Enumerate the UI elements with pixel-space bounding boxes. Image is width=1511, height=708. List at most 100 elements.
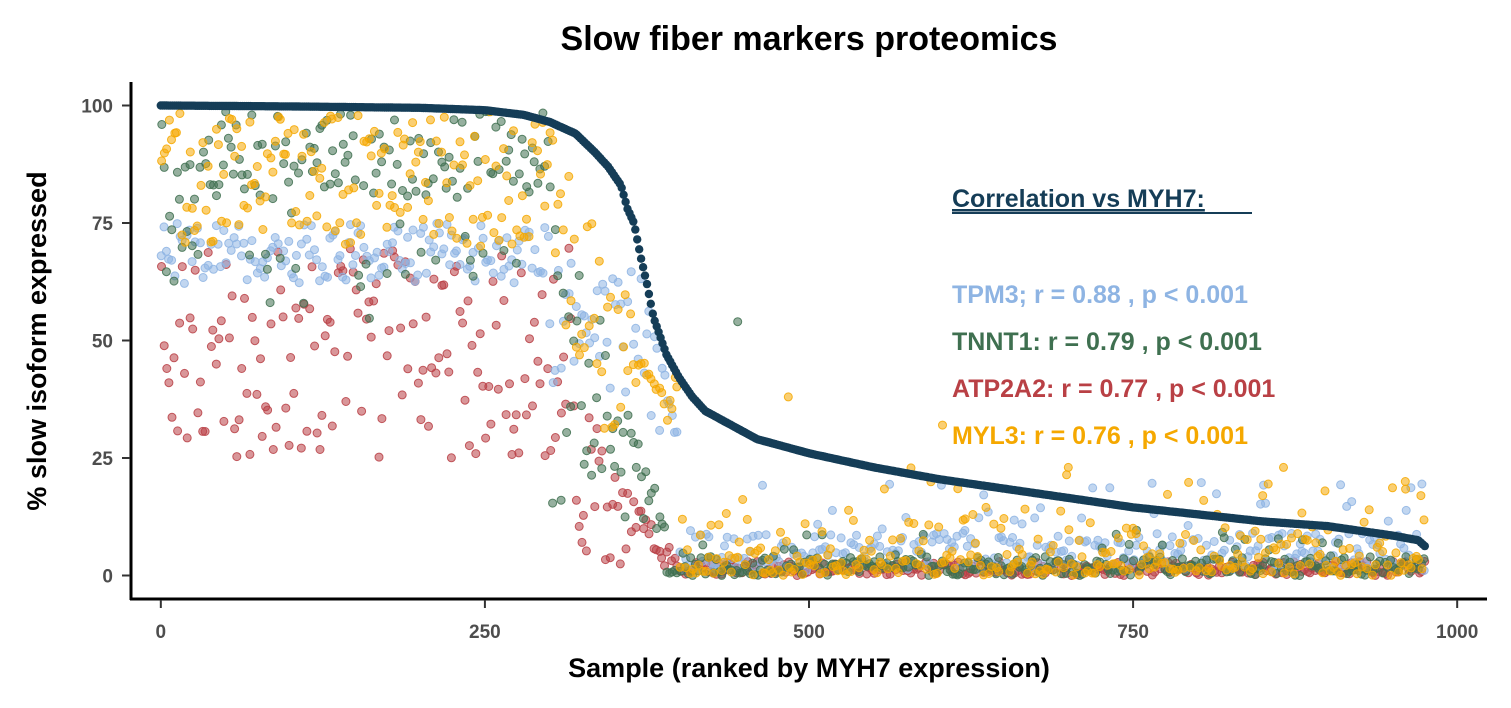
point-tnnt1: [517, 134, 527, 144]
point-atp2a2: [574, 521, 584, 531]
point-myl3: [564, 171, 574, 181]
point-myl3: [346, 238, 355, 248]
y-tick-label: 25: [92, 449, 114, 470]
point-myl3: [866, 546, 876, 556]
point-myl3: [859, 545, 869, 555]
point-atp2a2: [307, 262, 317, 272]
point-myl3: [1069, 570, 1079, 580]
point-myl3: [1336, 570, 1346, 580]
point-myl3: [918, 536, 928, 546]
point-myl3: [556, 189, 565, 199]
point-myl3: [1113, 533, 1123, 543]
x-tick-label: 750: [1117, 622, 1149, 643]
point-tpm3: [1059, 546, 1069, 556]
point-tnnt1: [1333, 538, 1343, 548]
point-myl3: [187, 203, 197, 213]
point-tpm3: [273, 239, 283, 249]
myh7-reference-series: [156, 101, 1430, 551]
point-myl3: [426, 115, 435, 125]
point-myl3: [1400, 477, 1410, 486]
point-atp2a2: [559, 352, 569, 362]
point-myl3: [542, 160, 552, 170]
point-myl3: [1261, 548, 1270, 558]
point-tpm3: [1088, 483, 1098, 493]
point-atp2a2: [631, 522, 641, 532]
point-atp2a2: [516, 268, 526, 278]
point-tnnt1: [190, 194, 199, 204]
point-tpm3: [686, 526, 695, 536]
point-tpm3: [642, 329, 652, 339]
point-myl3: [219, 169, 229, 179]
point-tpm3: [445, 260, 455, 270]
point-tpm3: [1082, 536, 1092, 546]
point-myl3: [694, 560, 703, 570]
point-tnnt1: [548, 498, 558, 508]
point-myl3: [888, 535, 898, 545]
point-tpm3: [626, 267, 636, 277]
x-tick-label: 1000: [1436, 622, 1478, 643]
point-myl3: [610, 420, 620, 429]
point-myl3: [1220, 523, 1230, 533]
point-tpm3: [341, 275, 351, 285]
point-tnnt1: [1157, 540, 1167, 550]
point-myl3: [349, 183, 359, 193]
point-tnnt1: [473, 156, 483, 166]
point-atp2a2: [271, 422, 281, 432]
point-tpm3: [810, 532, 820, 542]
point-myl3: [885, 551, 895, 561]
point-atp2a2: [193, 408, 203, 418]
point-tnnt1: [226, 142, 236, 152]
point-tpm3: [826, 530, 836, 540]
point-tnnt1: [275, 253, 285, 263]
point-atp2a2: [396, 323, 406, 333]
point-myl3: [352, 218, 361, 228]
point-myl3: [712, 554, 721, 564]
point-atp2a2: [664, 542, 674, 552]
point-myl3: [1056, 506, 1066, 516]
point-myl3: [232, 124, 242, 134]
point-tpm3: [704, 532, 714, 542]
point-tpm3: [566, 258, 576, 268]
point-myl3: [566, 296, 576, 306]
point-tnnt1: [686, 553, 696, 563]
point-myl3: [1388, 483, 1397, 493]
point-myl3: [372, 200, 382, 210]
point-atp2a2: [581, 546, 591, 556]
point-myl3: [1090, 568, 1099, 578]
point-atp2a2: [256, 354, 265, 364]
point-tpm3: [486, 256, 496, 266]
point-tpm3: [260, 272, 270, 282]
point-atp2a2: [571, 495, 581, 505]
point-atp2a2: [357, 406, 367, 416]
point-tnnt1: [733, 317, 743, 327]
point-atp2a2: [546, 446, 556, 455]
point-atp2a2: [473, 367, 483, 377]
point-myl3: [1124, 565, 1134, 574]
point-myl3: [1137, 560, 1146, 570]
point-myl3: [854, 563, 864, 573]
point-myl3: [1175, 538, 1185, 548]
point-myl3: [1155, 549, 1165, 559]
point-myl3: [709, 568, 719, 578]
point-myl3: [431, 136, 441, 146]
point-myl3: [212, 124, 221, 134]
point-myl3: [776, 527, 785, 537]
point-tpm3: [167, 255, 177, 265]
point-atp2a2: [263, 405, 273, 415]
point-tpm3: [631, 323, 641, 333]
point-tnnt1: [631, 462, 641, 472]
point-myl3: [366, 151, 376, 161]
point-myl3: [171, 128, 181, 138]
point-myl3: [364, 134, 374, 144]
point-tnnt1: [1339, 553, 1349, 563]
x-tick-label: 0: [156, 622, 167, 643]
point-tpm3: [852, 530, 861, 540]
point-myl3: [738, 495, 748, 504]
point-tpm3: [284, 236, 294, 246]
point-tpm3: [408, 225, 418, 235]
point-myh7: [629, 217, 638, 226]
point-tnnt1: [390, 115, 399, 125]
point-myl3: [390, 203, 399, 212]
point-tnnt1: [1219, 533, 1229, 543]
point-tnnt1: [488, 169, 498, 179]
